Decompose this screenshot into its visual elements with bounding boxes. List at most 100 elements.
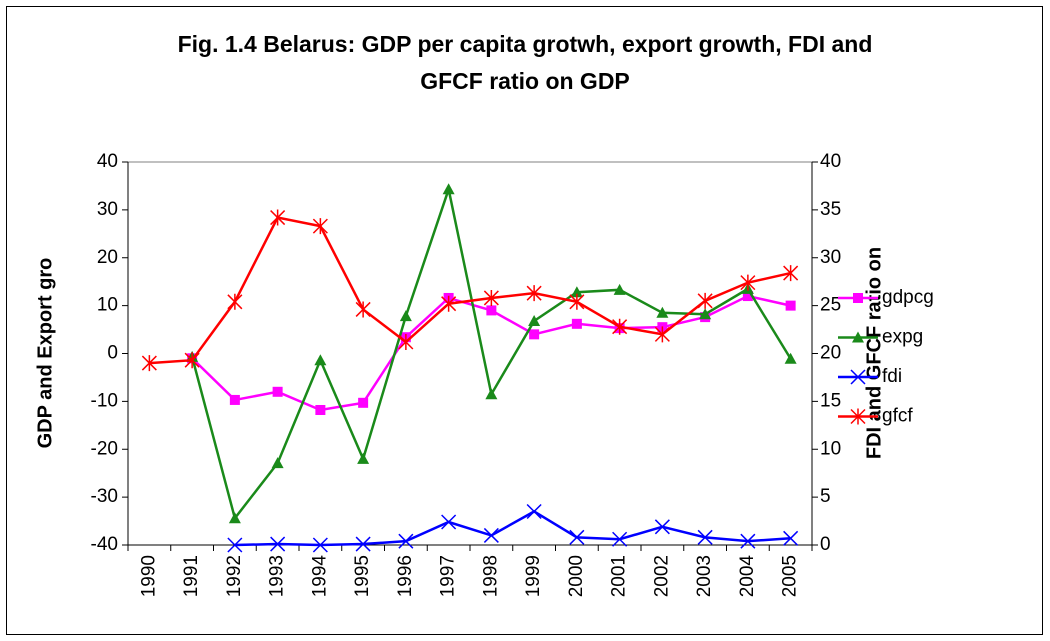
x-tick-label: 1996 [395,555,416,597]
marker [315,404,326,415]
y2-tick-label: 20 [820,343,841,364]
y-tick-label: -30 [91,486,118,507]
x-tick-label: 1990 [138,555,159,597]
marker [227,293,243,310]
x-tick-label: 1999 [523,555,544,597]
marker [314,354,327,366]
marker [441,514,457,530]
marker [141,355,157,372]
legend-label: expg [882,327,923,348]
marker [569,293,585,310]
marker [399,310,412,322]
y-tick-label: -20 [91,438,118,459]
y-tick-label: 30 [97,199,118,220]
marker [612,318,628,335]
marker [270,209,286,226]
y2-tick-label: 40 [820,151,841,172]
marker [529,329,540,340]
marker [699,308,712,320]
marker [312,218,328,235]
legend-label: gfcf [882,406,913,427]
y-tick-label: 40 [97,151,118,172]
marker [358,397,369,408]
y-tick-label: 10 [97,295,118,316]
x-tick-label: 1993 [267,555,288,597]
marker [850,408,866,425]
marker [570,286,583,298]
y2-tick-label: 25 [820,295,841,316]
y2-tick-label: 10 [820,438,841,459]
marker [441,295,457,312]
marker [852,331,864,343]
y2-axis-title: FDI and GFCF ratio on [863,247,885,459]
y2-tick-label: 0 [820,534,831,555]
marker [312,537,328,553]
series-line [149,216,791,365]
marker [270,536,286,552]
marker [697,292,713,309]
x-tick-label: 1995 [352,555,373,597]
x-tick-label: 2004 [737,555,758,598]
marker [483,527,499,543]
x-tick-label: 1997 [438,555,459,597]
marker [485,388,498,400]
series-line [234,510,791,547]
x-tick-label: 2005 [780,555,801,597]
marker [486,305,497,316]
x-tick-label: 1992 [224,555,245,597]
y-tick-label: 20 [97,247,118,268]
legend-label: fdi [882,366,902,387]
marker [227,537,243,553]
marker [184,352,200,369]
marker [398,533,414,549]
marker [740,533,756,549]
marker [526,503,542,520]
marker [697,529,713,545]
marker [853,293,863,303]
marker [528,314,541,326]
chart-title: Fig. 1.4 Belarus: GDP per capita grotwh,… [178,31,873,57]
chart-title: GFCF ratio on GDP [420,68,630,94]
legend-label: gdpcg [882,287,934,308]
marker [228,512,241,524]
marker [654,326,670,343]
x-tick-label: 1994 [309,555,330,598]
y2-tick-label: 5 [820,486,831,507]
marker [483,289,499,306]
marker [271,457,284,469]
x-tick-label: 2001 [609,555,630,597]
y2-tick-label: 15 [820,390,841,411]
x-tick-label: 1998 [480,555,501,597]
y-tick-label: 0 [107,343,118,364]
marker [571,318,582,329]
marker [654,519,670,535]
marker [656,306,669,318]
marker [740,274,756,291]
marker [357,452,370,464]
marker [229,394,240,405]
marker [785,300,796,311]
y2-tick-label: 30 [820,247,841,268]
marker [850,369,866,385]
marker [442,183,455,195]
x-tick-label: 2000 [566,555,587,597]
y-tick-label: -40 [91,534,118,555]
marker [742,291,753,302]
y-tick-label: -10 [91,390,118,411]
marker [783,265,799,282]
marker [613,283,626,295]
x-tick-label: 2002 [651,555,672,597]
x-tick-label: 2003 [694,555,715,597]
marker [612,531,628,547]
marker [783,530,799,546]
x-tick-label: 1991 [181,555,202,597]
y2-tick-label: 35 [820,199,841,220]
marker [784,352,797,364]
marker [526,285,542,302]
marker [355,536,371,552]
y-axis-title: GDP and Export gro [34,258,56,449]
chart-frame [6,6,1043,635]
marker [272,386,283,397]
marker [355,301,371,318]
